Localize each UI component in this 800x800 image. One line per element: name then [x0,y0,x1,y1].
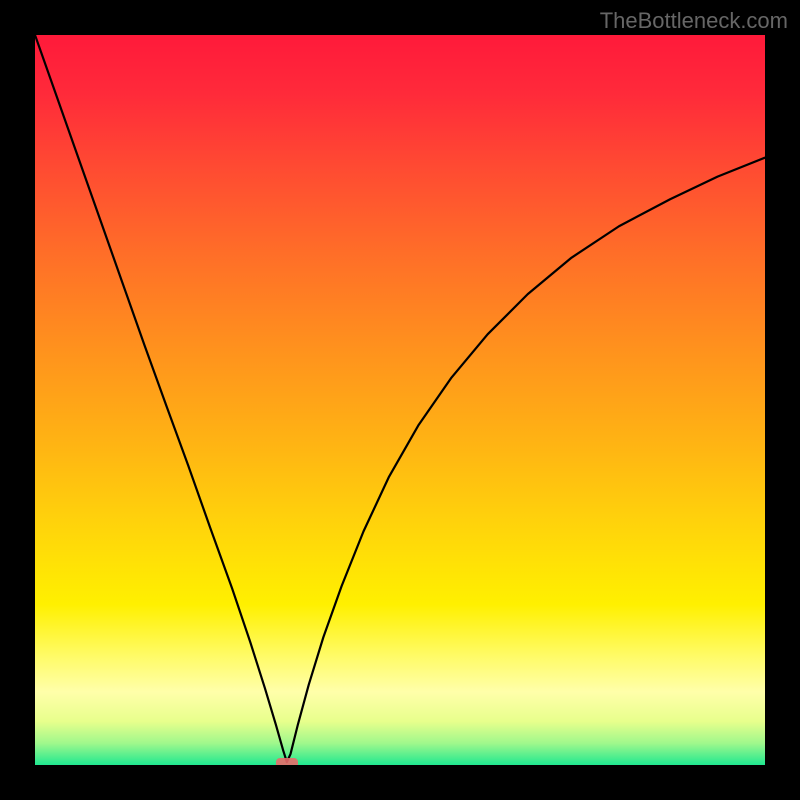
plot-area [35,35,765,765]
watermark-text: TheBottleneck.com [600,8,788,34]
minimum-marker [276,758,298,765]
curve-line [35,35,765,765]
